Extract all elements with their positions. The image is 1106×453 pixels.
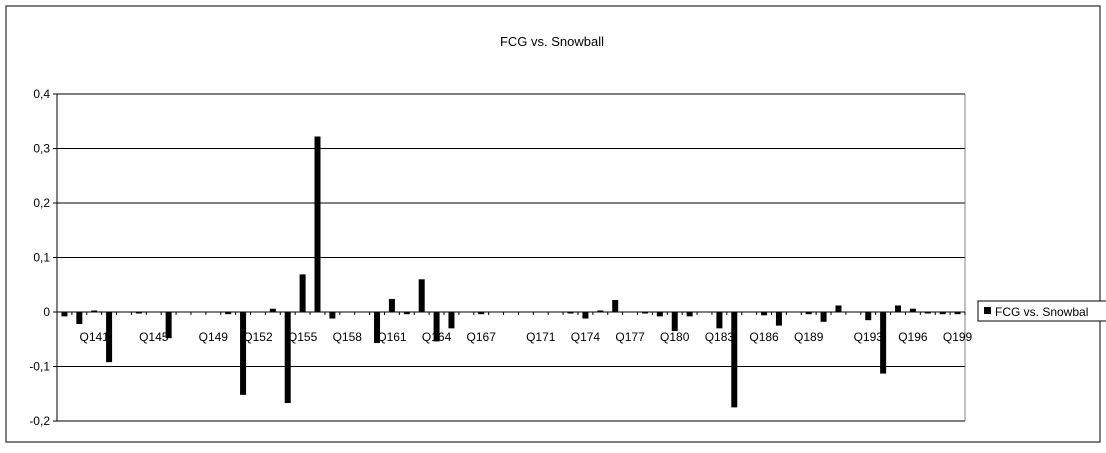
y-tick-label: 0,4: [33, 87, 50, 101]
bar: [820, 312, 827, 322]
bar: [612, 300, 619, 312]
bar: [388, 298, 395, 312]
x-tick-label: Q145: [139, 330, 169, 344]
legend-label: FCG vs. Snowbal: [995, 305, 1088, 319]
bar: [269, 308, 276, 312]
bars: [61, 136, 961, 408]
x-tick-label: Q149: [199, 330, 229, 344]
bar: [895, 305, 902, 312]
bar: [939, 312, 946, 315]
y-tick-label: 0: [43, 305, 50, 319]
legend-swatch: [984, 307, 991, 314]
x-tick-label: Q177: [615, 330, 645, 344]
chart-border: [5, 5, 1101, 443]
bar: [478, 312, 485, 315]
bar: [240, 312, 247, 395]
bar: [284, 312, 291, 404]
y-tick-label: 0,3: [33, 142, 50, 156]
x-axis-ticks: Q141 Q145 Q149 Q152 Q155 Q158 Q161 Q164 Q167 Q171…: [80, 330, 973, 344]
legend: FCG vs. Snowbal: [977, 300, 1106, 322]
y-tick-label: -0,2: [29, 414, 50, 428]
bar: [225, 312, 232, 315]
y-axis-ticks: 0,4 0,3 0,2 0,1 0 -0,1 -0,2: [29, 87, 57, 428]
bar: [135, 312, 142, 314]
bar: [165, 312, 172, 339]
bar: [418, 279, 425, 312]
bar: [761, 312, 768, 316]
x-tick-label: Q141: [80, 330, 110, 344]
bar: [299, 274, 306, 312]
bar: [61, 312, 68, 317]
x-tick-label: Q183: [705, 330, 735, 344]
bar: [433, 312, 440, 342]
x-tick-label: Q155: [288, 330, 318, 344]
bar: [865, 312, 872, 321]
bar: [76, 312, 83, 324]
bar: [731, 312, 738, 408]
bar: [924, 312, 931, 314]
bar: [314, 136, 321, 312]
bar: [656, 312, 663, 317]
bar: [329, 312, 336, 319]
bar: [106, 312, 113, 363]
legend-box: [977, 300, 1106, 322]
bar: [403, 312, 410, 315]
bar: [686, 312, 693, 317]
x-tick-label: Q167: [467, 330, 497, 344]
bar: [641, 312, 648, 314]
x-tick-label: Q174: [571, 330, 601, 344]
bar: [597, 310, 604, 312]
x-tick-label: Q199: [943, 330, 973, 344]
y-tick-label: 0,2: [33, 196, 50, 210]
bar: [582, 312, 589, 319]
x-tick-label: Q152: [243, 330, 273, 344]
bar: [448, 312, 455, 329]
bar: [567, 312, 574, 314]
x-tick-label: Q193: [854, 330, 884, 344]
bar: [716, 312, 723, 329]
bar: [374, 312, 381, 344]
bar: [805, 312, 812, 315]
y-tick-label: 0,1: [33, 251, 50, 265]
x-tick-label: Q180: [660, 330, 690, 344]
axes: [56, 94, 966, 421]
bar: [880, 312, 887, 374]
y-tick-label: -0,1: [29, 360, 50, 374]
bar: [775, 312, 782, 326]
x-tick-label: Q196: [898, 330, 928, 344]
x-tick-label: Q186: [749, 330, 779, 344]
x-tick-label: Q161: [377, 330, 407, 344]
bar: [909, 308, 916, 312]
bar: [671, 312, 678, 332]
x-tick-label: Q164: [422, 330, 452, 344]
bar: [835, 305, 842, 312]
bar: [91, 310, 98, 312]
bar: [954, 312, 961, 315]
x-tick-label: Q171: [526, 330, 556, 344]
x-tick-label: Q189: [794, 330, 824, 344]
x-tick-label: Q158: [333, 330, 363, 344]
chart-title: FCG vs. Snowball: [500, 34, 604, 49]
